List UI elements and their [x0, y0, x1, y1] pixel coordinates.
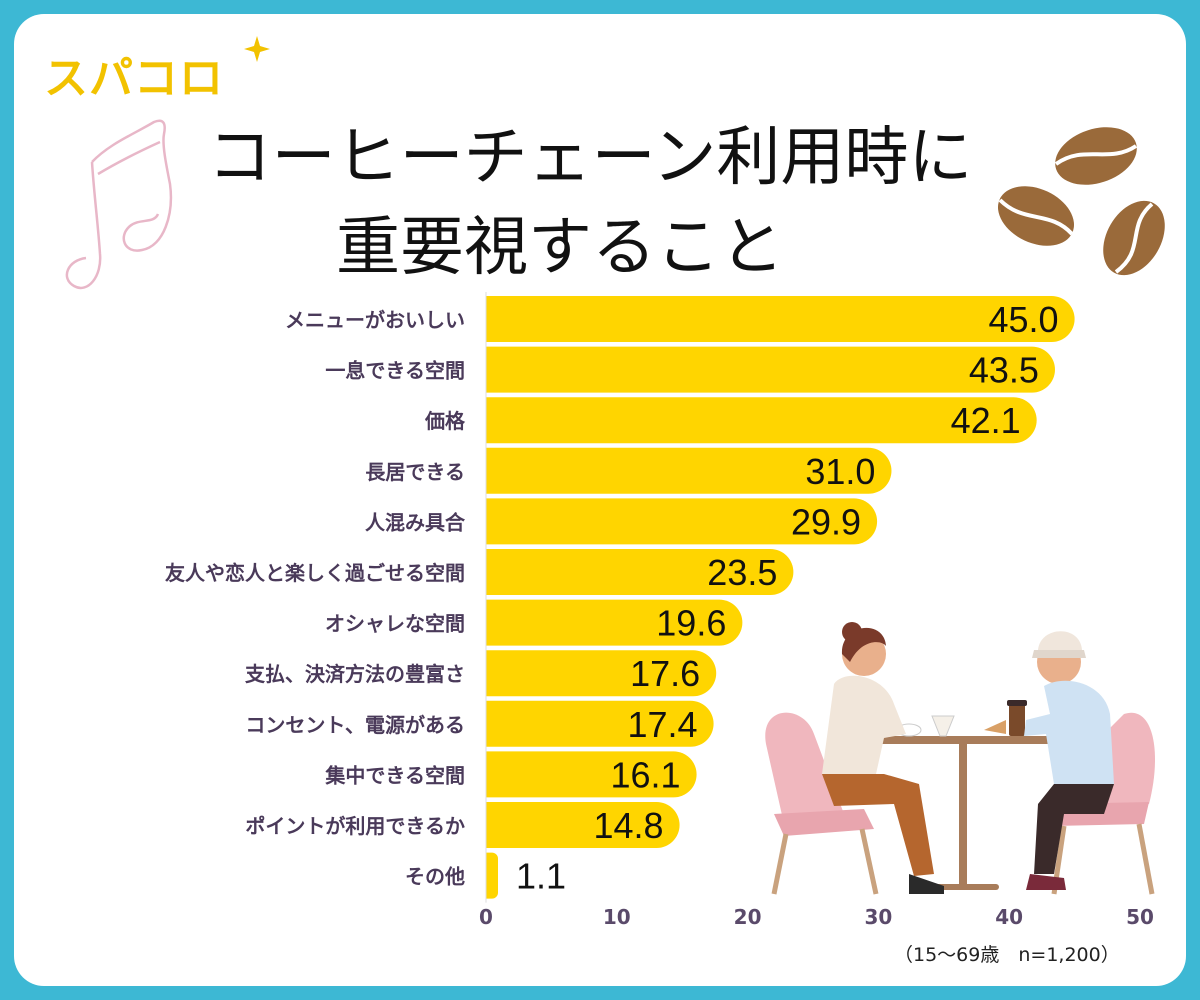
value-label: 16.1	[611, 754, 681, 795]
bar	[486, 751, 697, 798]
value-label: 45.0	[989, 299, 1059, 340]
category-label: 一息できる空間	[325, 359, 465, 383]
coffee-bean-icon	[1103, 200, 1165, 276]
value-label: 29.9	[791, 501, 861, 542]
bar	[486, 397, 1037, 444]
value-label: 23.5	[707, 552, 777, 593]
bar-chart: メニューがおいしい 45.0 一息できる空間 43.5 価格 42.1 長居できる 31.0 人…	[165, 292, 1154, 929]
music-note-icon	[65, 119, 173, 290]
sparkle-icon	[244, 36, 270, 62]
category-label: 集中できる空間	[324, 763, 465, 787]
category-label: 友人や恋人と楽しく過ごせる空間	[165, 561, 465, 585]
category-label: 人混み具合	[365, 510, 466, 534]
value-label: 1.1	[516, 856, 566, 897]
category-label: 長居できる	[365, 460, 465, 484]
sample-note: （15〜69歳 n=1,200）	[894, 944, 1120, 966]
coffee-bean-icon	[997, 186, 1075, 246]
value-label: 17.6	[630, 653, 700, 694]
value-label: 19.6	[656, 603, 726, 644]
category-label: オシャレな空間	[325, 612, 465, 636]
bar	[486, 802, 680, 848]
bar	[486, 549, 794, 595]
value-label: 31.0	[805, 451, 875, 492]
x-tick-label: 30	[864, 905, 892, 929]
x-tick-label: 40	[995, 905, 1023, 929]
bar	[486, 296, 1075, 342]
chart-title-line-2: 重要視すること	[336, 211, 784, 285]
coffee-bean-icon	[1054, 127, 1138, 185]
value-label: 43.5	[969, 350, 1039, 391]
x-tick-label: 50	[1126, 905, 1154, 929]
bar	[486, 700, 714, 747]
category-label: その他	[405, 865, 465, 889]
bar	[486, 599, 743, 646]
value-label: 17.4	[628, 704, 698, 745]
decorations	[65, 36, 1165, 895]
cafe-couple-illustration	[765, 622, 1156, 895]
category-label: コンセント、電源がある	[245, 713, 465, 737]
bar	[486, 447, 892, 494]
bar	[486, 852, 498, 899]
x-tick-label: 0	[479, 905, 493, 929]
value-label: 14.8	[594, 805, 664, 846]
x-tick-label: 10	[603, 905, 631, 929]
brand-logo: スパコロ	[44, 53, 224, 104]
bar	[486, 498, 878, 545]
category-label: ポイントが利用できるか	[245, 814, 465, 838]
chart-card: スパコロ コーヒーチェーン利用時に 重要視すること メニューがおいしい 45.0 一…	[14, 14, 1186, 986]
x-tick-label: 20	[734, 905, 762, 929]
value-label: 42.1	[951, 400, 1021, 441]
category-label: メニューがおいしい	[285, 308, 465, 332]
category-label: 支払、決済方法の豊富さ	[245, 662, 465, 686]
bar	[486, 346, 1055, 393]
bar	[486, 650, 717, 697]
category-label: 価格	[424, 409, 466, 433]
chart-title-line-1: コーヒーチェーン利用時に	[207, 121, 973, 195]
